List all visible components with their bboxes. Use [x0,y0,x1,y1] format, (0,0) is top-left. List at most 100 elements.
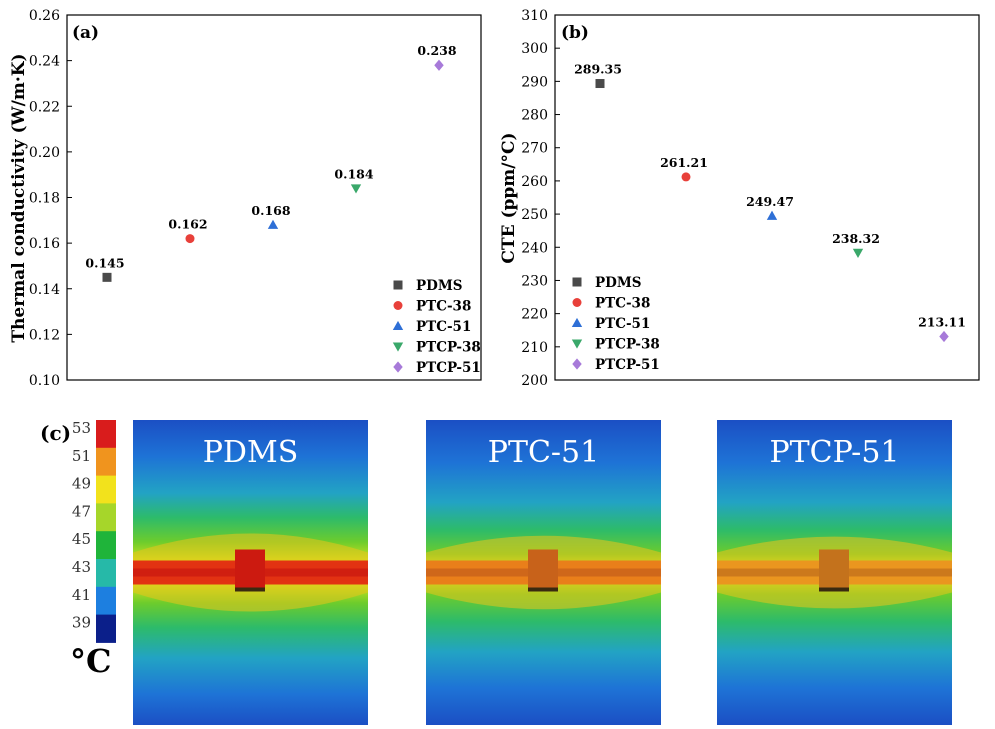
legend-label: PTC-38 [416,299,471,315]
panel-a-points: 0.145 0.162 0.168 0.184 0.238 [85,43,457,282]
colorbar-tick-label: 51 [72,447,91,465]
legend-label: PTCP-51 [416,360,481,376]
panel-a-y-axis-title: Thermal conductivity (W/m·K) [9,53,29,342]
panel-a: (a) 0.10 0.12 0.14 0.16 0.18 0.20 0.22 0.24 0.26… [9,8,482,389]
panel-b-y-axis: 200 210 220 230 240 250 260 270 280 290 300 310 [521,8,560,389]
data-point [267,219,279,229]
y-tick-label: 0.10 [29,373,60,389]
data-label: 0.162 [168,217,207,232]
data-point [766,210,778,220]
thermal-images: PDMS PTC-51 PTCP-51 [133,420,952,725]
legend-marker [572,277,582,287]
data-label: 0.145 [85,255,124,270]
chip-base [235,587,265,592]
colorbar-segment [96,447,116,477]
y-tick-label: 220 [521,307,548,323]
panel-a-legend: PDMS PTC-38 PTC-51 PTCP-38 PTCP-51 [392,278,481,376]
y-tick-label: 300 [521,41,548,57]
legend-label: PTC-51 [595,316,650,332]
data-label: 261.21 [660,155,708,170]
data-point [852,248,864,259]
y-tick-label: 250 [521,207,548,223]
panel-b-y-axis-title: CTE (ppm/°C) [499,132,519,263]
colorbar-tick-label: 45 [72,530,91,548]
colorbar-segment [96,559,116,588]
y-tick-label: 290 [521,74,548,90]
legend-marker [571,339,583,349]
colorbar-tick-label: 49 [72,475,91,493]
y-tick-label: 0.12 [29,327,60,343]
y-tick-label: 0.16 [29,236,60,252]
panel-b-legend: PDMS PTC-38 PTC-51 PTCP-38 PTCP-51 [571,275,660,373]
data-point [595,79,605,89]
heat-source-chip [235,549,265,590]
legend-label: PDMS [416,278,463,294]
panel-b-label: (b) [561,23,589,43]
colorbar-tick-label: 53 [72,419,91,437]
colorbar-tick-label: 39 [72,614,91,632]
colorbar-tick-label: 47 [72,502,91,520]
legend-marker [571,317,583,328]
colorbar-segment [96,614,116,643]
legend-label: PTC-38 [595,296,650,312]
legend-label: PTCP-38 [416,340,481,356]
panel-b: (b) 200 210 220 230 240 250 260 270 280 290 300 310… [499,8,980,389]
panel-a-y-axis: 0.10 0.12 0.14 0.16 0.18 0.20 0.22 0.24 0.26 [29,8,72,389]
colorbar: 53 51 49 47 45 43 41 39 [72,419,116,643]
data-label: 249.47 [746,194,794,209]
colorbar-segment [96,475,116,504]
colorbar-segment [96,531,116,560]
colorbar-tick-label: 43 [72,558,91,576]
legend-marker [392,320,404,331]
data-label: 0.168 [251,203,290,218]
legend-marker [393,280,403,290]
panel-a-label: (a) [72,23,99,43]
data-point [681,172,691,182]
panel-b-plot-frame [554,14,980,381]
colorbar-segment [96,503,116,532]
data-point [434,59,444,71]
y-tick-label: 260 [521,174,548,190]
panel-b-points: 289.35 261.21 249.47 238.32 213.11 [574,62,966,343]
panel-c: (c) 53 51 49 47 45 43 41 39 °C PDMS PTC-51 PTCP-5… [40,419,952,725]
data-label: 238.32 [832,231,880,246]
legend-marker [572,358,582,370]
y-tick-label: 0.22 [29,99,60,115]
data-label: 0.238 [417,43,456,58]
y-tick-label: 0.14 [29,282,60,298]
legend-label: PTCP-38 [595,337,660,353]
heat-source-chip [528,549,558,590]
thermal-image: PTC-51 [426,420,661,725]
heat-source-chip [819,549,849,590]
data-point [350,184,362,194]
y-tick-label: 210 [521,340,548,356]
chip-base [528,587,558,592]
data-point [939,330,949,343]
legend-label: PDMS [595,275,642,291]
thermal-image: PTCP-51 [717,420,952,725]
legend-marker [572,298,582,307]
legend-label: PTCP-51 [595,357,660,373]
y-tick-label: 230 [521,273,548,289]
data-label: 213.11 [918,314,966,329]
colorbar-tick-label: 41 [72,586,91,604]
y-tick-label: 200 [521,373,548,389]
legend-marker [393,301,403,310]
thermal-image-label: PTCP-51 [769,435,899,470]
colorbar-segment [96,586,116,616]
data-point [102,272,112,282]
data-label: 0.184 [334,166,373,181]
y-tick-label: 270 [521,141,548,157]
y-tick-label: 0.26 [29,8,60,24]
legend-label: PTC-51 [416,319,471,335]
legend-marker [392,342,404,352]
data-label: 289.35 [574,62,622,77]
y-tick-label: 240 [521,240,548,256]
thermal-image-label: PDMS [203,435,299,470]
legend-marker [393,361,403,373]
thermal-image: PDMS [133,420,368,725]
chip-base [819,587,849,592]
panel-c-label: (c) [40,421,71,445]
colorbar-unit: °C [70,642,111,680]
y-tick-label: 280 [521,108,548,124]
